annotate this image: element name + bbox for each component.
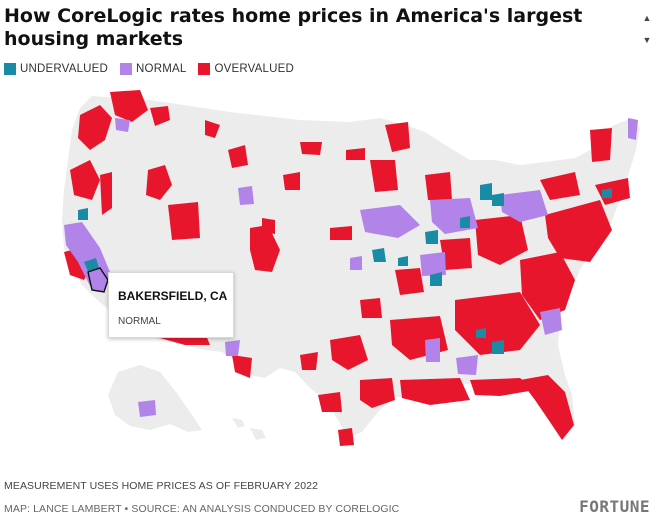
region-normal[interactable]	[456, 355, 478, 375]
region-overvalued[interactable]	[520, 375, 574, 440]
scroll-up-icon[interactable]: ▲	[642, 13, 652, 23]
region-bakersfield[interactable]	[87, 267, 109, 293]
region-overvalued[interactable]	[330, 335, 368, 370]
region-overvalued[interactable]	[360, 298, 382, 318]
measurement-note: MEASUREMENT USES HOME PRICES AS OF FEBRU…	[4, 480, 319, 492]
legend-swatch-overvalued	[198, 63, 211, 75]
alaska-land	[108, 365, 202, 432]
chart-title: How CoreLogic rates home prices in Ameri…	[4, 5, 583, 50]
region-overvalued[interactable]	[205, 120, 220, 138]
region-normal[interactable]	[420, 252, 446, 276]
highlight-bakersfield[interactable]	[87, 267, 109, 293]
legend-swatch-undervalued	[4, 63, 16, 75]
region-overvalued[interactable]	[150, 106, 170, 126]
region-undervalued[interactable]	[476, 328, 486, 338]
region-overvalued[interactable]	[595, 178, 630, 205]
region-overvalued[interactable]	[110, 90, 148, 122]
region-overvalued[interactable]	[590, 128, 612, 162]
region-overvalued[interactable]	[385, 122, 410, 152]
region-normal[interactable]	[225, 340, 240, 356]
region-overvalued[interactable]	[100, 172, 112, 215]
legend-item-normal: NORMAL	[120, 63, 186, 75]
region-overvalued[interactable]	[228, 145, 248, 168]
region-overvalued[interactable]	[318, 392, 342, 412]
region-overvalued[interactable]	[455, 292, 540, 355]
legend-item-overvalued: OVERVALUED	[198, 63, 294, 75]
region-overvalued[interactable]	[146, 165, 172, 200]
region-undervalued[interactable]	[398, 256, 408, 266]
region-overvalued[interactable]	[338, 428, 354, 446]
tooltip-market-name: BAKERSFIELD, CA	[118, 289, 228, 303]
region-undervalued[interactable]	[78, 208, 88, 220]
legend-item-undervalued: UNDERVALUED	[4, 63, 108, 75]
region-overvalued[interactable]	[400, 378, 470, 405]
region-overvalued[interactable]	[262, 218, 275, 234]
region-undervalued[interactable]	[372, 248, 386, 262]
legend: UNDERVALUED NORMAL OVERVALUED	[4, 63, 306, 75]
region-undervalued[interactable]	[492, 340, 504, 354]
legend-swatch-normal	[120, 63, 133, 75]
normal-regions[interactable]	[64, 118, 638, 417]
region-normal[interactable]	[115, 118, 130, 132]
legend-label-undervalued: UNDERVALUED	[20, 63, 109, 75]
region-overvalued[interactable]	[232, 355, 252, 378]
region-normal[interactable]	[238, 186, 254, 205]
region-undervalued[interactable]	[460, 216, 470, 228]
hawaii-land	[232, 418, 266, 440]
region-overvalued[interactable]	[395, 268, 424, 295]
region-undervalued[interactable]	[602, 188, 612, 198]
region-normal[interactable]	[138, 400, 156, 417]
source-credit: MAP: LANCE LAMBERT • SOURCE: AN ANALYSIS…	[4, 503, 400, 515]
undervalued-regions[interactable]	[78, 183, 612, 354]
region-overvalued[interactable]	[360, 378, 395, 408]
region-normal[interactable]	[500, 190, 548, 222]
us-map[interactable]	[0, 80, 657, 460]
region-overvalued[interactable]	[78, 105, 112, 150]
region-overvalued[interactable]	[168, 202, 200, 240]
region-normal[interactable]	[628, 118, 638, 140]
region-overvalued[interactable]	[470, 378, 535, 396]
region-overvalued[interactable]	[330, 226, 352, 240]
scroll-track[interactable]	[641, 24, 653, 34]
region-overvalued[interactable]	[440, 238, 472, 270]
region-normal[interactable]	[350, 256, 362, 270]
region-undervalued[interactable]	[492, 193, 504, 206]
region-overvalued[interactable]	[540, 172, 580, 200]
legend-label-normal: NORMAL	[136, 63, 187, 75]
region-overvalued[interactable]	[370, 160, 398, 192]
map-tooltip: BAKERSFIELD, CA NORMAL	[108, 272, 234, 338]
region-overvalued[interactable]	[520, 252, 575, 320]
region-undervalued[interactable]	[425, 230, 438, 244]
region-overvalued[interactable]	[70, 160, 100, 200]
legend-label-overvalued: OVERVALUED	[214, 63, 294, 75]
scroll-down-icon[interactable]: ▼	[642, 35, 652, 45]
region-overvalued[interactable]	[300, 352, 318, 370]
region-normal[interactable]	[425, 338, 440, 362]
region-normal[interactable]	[540, 308, 562, 335]
fortune-logo[interactable]: FORTUNE	[579, 497, 650, 516]
region-overvalued[interactable]	[346, 148, 365, 160]
tooltip-market-status: NORMAL	[118, 316, 161, 327]
scrollbar[interactable]: ▲ ▼	[641, 12, 653, 46]
region-undervalued[interactable]	[480, 183, 492, 200]
region-undervalued[interactable]	[430, 272, 442, 286]
region-overvalued[interactable]	[250, 225, 280, 272]
region-overvalued[interactable]	[300, 142, 322, 155]
region-overvalued[interactable]	[425, 172, 452, 200]
region-overvalued[interactable]	[283, 172, 300, 190]
region-overvalued[interactable]	[475, 215, 528, 265]
region-overvalued[interactable]	[545, 200, 612, 262]
region-normal[interactable]	[360, 205, 420, 238]
